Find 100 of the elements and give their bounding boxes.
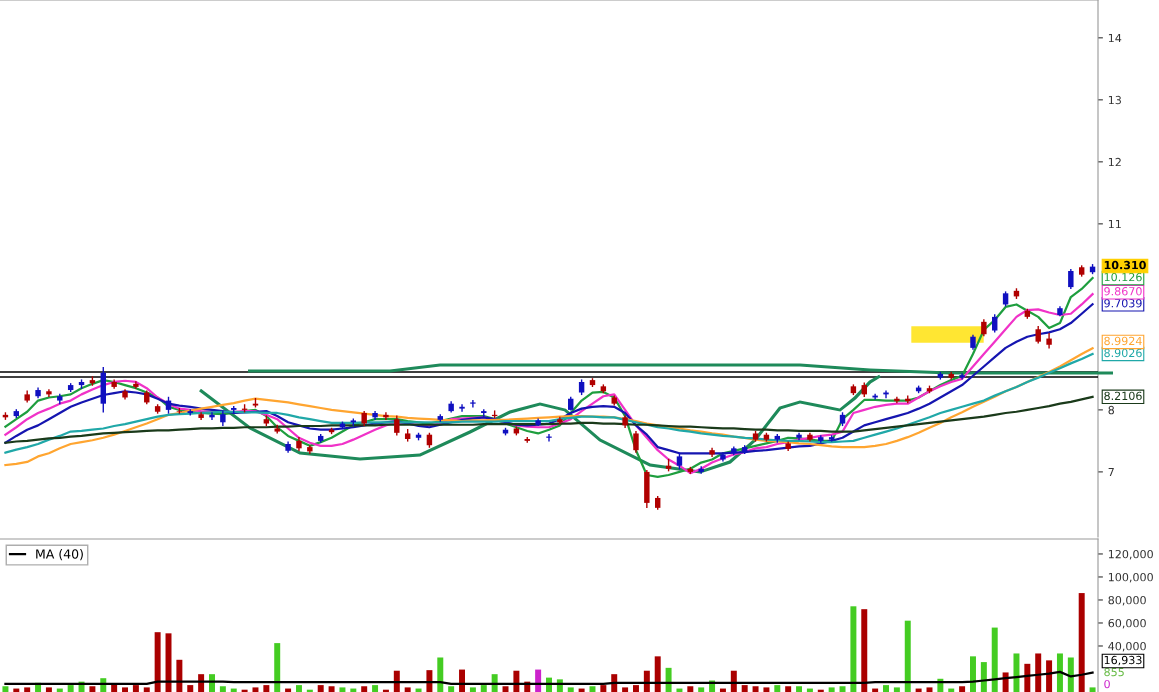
bar	[480, 685, 487, 692]
bar	[448, 686, 455, 692]
bar	[687, 686, 694, 692]
bar	[252, 687, 259, 692]
bar	[632, 685, 639, 692]
bar	[535, 669, 542, 692]
candlestick	[1068, 269, 1074, 290]
bar	[361, 686, 368, 692]
y-tick-label: 7	[1108, 468, 1114, 477]
bar	[698, 687, 705, 692]
bar	[24, 687, 31, 692]
bar	[839, 686, 846, 692]
text: 0	[1104, 679, 1110, 689]
candlestick	[133, 381, 139, 389]
bar	[328, 686, 335, 692]
bar	[372, 685, 379, 692]
bar	[959, 686, 966, 692]
candlestick	[209, 412, 215, 420]
bar	[774, 685, 781, 692]
bar	[589, 686, 596, 692]
bar	[730, 670, 737, 692]
bar	[654, 656, 661, 692]
data-label: 8.9924	[1104, 336, 1142, 346]
bar	[850, 606, 857, 692]
line-series	[4, 303, 1094, 455]
bar	[154, 632, 161, 692]
bar	[828, 687, 835, 692]
bar	[176, 659, 183, 692]
bar	[600, 685, 607, 692]
bar	[763, 687, 770, 692]
bar	[502, 686, 509, 692]
bar	[1078, 593, 1085, 692]
bar	[132, 685, 139, 692]
bar	[404, 687, 411, 692]
bar	[122, 687, 129, 692]
bar	[317, 685, 324, 692]
candlestick	[307, 445, 313, 454]
data-label: 8.2106	[1104, 391, 1142, 401]
y-tick-label: 40,000	[1108, 641, 1146, 652]
candlestick	[470, 399, 476, 408]
bar	[2, 686, 9, 692]
data-label: 16,933	[1104, 655, 1142, 666]
candlestick	[894, 396, 900, 404]
y-tick-label: 120,000	[1108, 549, 1153, 560]
y-tick-label: 12	[1108, 157, 1121, 167]
bar	[643, 670, 650, 692]
bar	[89, 686, 96, 692]
bar	[459, 669, 466, 692]
bar	[513, 670, 520, 692]
line-series	[4, 670, 1094, 686]
candlestick	[372, 411, 378, 420]
bar	[883, 685, 889, 692]
bar	[622, 687, 629, 692]
bar	[1013, 653, 1020, 692]
bar	[1024, 663, 1031, 692]
candlestick	[46, 389, 52, 397]
bar	[1067, 657, 1074, 692]
bar	[969, 656, 976, 692]
bar	[469, 687, 476, 692]
data-label: 8.9026	[1104, 348, 1142, 358]
y-tick-label: 11	[1108, 219, 1121, 229]
bar	[339, 687, 346, 692]
legend-label: MA (40)	[36, 549, 83, 561]
candlestick	[633, 430, 639, 453]
y-tick-label: 100,000	[1108, 572, 1153, 583]
data-label: 9.8670	[1104, 287, 1142, 296]
candlestick	[383, 412, 389, 420]
bar	[861, 609, 868, 692]
bar	[796, 686, 803, 692]
candlestick	[111, 379, 117, 389]
y-tick-label: 13	[1108, 95, 1121, 105]
candlestick	[394, 415, 400, 436]
bar	[893, 687, 900, 692]
data-label: 9.7039	[1104, 299, 1142, 308]
y-tick-label: 80,000	[1108, 595, 1146, 606]
bar	[1056, 653, 1063, 692]
bar	[752, 686, 759, 692]
bar	[393, 670, 400, 692]
bar	[219, 686, 226, 692]
candlestick	[459, 404, 465, 412]
bar	[785, 686, 792, 692]
y-tick-label: 14	[1108, 33, 1122, 43]
bar	[437, 657, 444, 692]
bar	[904, 620, 911, 692]
bar	[143, 687, 150, 692]
text: 10.310	[1104, 260, 1146, 270]
bar	[1089, 687, 1096, 692]
bar	[1035, 653, 1042, 692]
bar	[45, 687, 52, 692]
y-tick-label: 8	[1108, 405, 1115, 415]
bar	[67, 685, 74, 692]
bar	[274, 643, 281, 692]
y-tick-label: 60,000	[1108, 618, 1146, 629]
candlestick	[959, 373, 965, 380]
bar	[741, 685, 748, 692]
bar	[980, 662, 987, 692]
bar	[426, 670, 433, 692]
bar	[295, 685, 302, 692]
bar	[665, 667, 672, 692]
bar	[1046, 660, 1053, 692]
